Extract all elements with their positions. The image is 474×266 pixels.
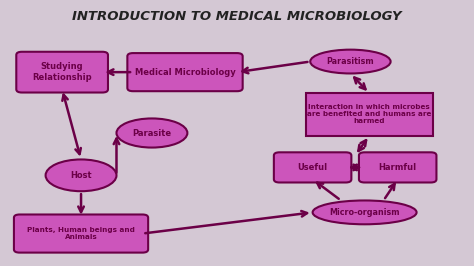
Text: Harmful: Harmful bbox=[379, 163, 417, 172]
FancyBboxPatch shape bbox=[128, 53, 243, 91]
Text: Micro-organism: Micro-organism bbox=[329, 208, 400, 217]
FancyBboxPatch shape bbox=[16, 52, 108, 93]
Text: Parasite: Parasite bbox=[132, 128, 172, 138]
Ellipse shape bbox=[46, 159, 117, 191]
Ellipse shape bbox=[117, 118, 187, 148]
FancyBboxPatch shape bbox=[359, 152, 437, 182]
Bar bbox=[306, 93, 433, 136]
Ellipse shape bbox=[313, 201, 417, 224]
Text: Interaction in which microbes
are benefited and humans are
harmed: Interaction in which microbes are benefi… bbox=[307, 105, 431, 124]
FancyBboxPatch shape bbox=[274, 152, 351, 182]
Text: Plants, Human beings and
Animals: Plants, Human beings and Animals bbox=[27, 227, 135, 240]
Text: Host: Host bbox=[70, 171, 92, 180]
Text: INTRODUCTION TO MEDICAL MICROBIOLOGY: INTRODUCTION TO MEDICAL MICROBIOLOGY bbox=[72, 10, 402, 23]
Text: Studying
Relationship: Studying Relationship bbox=[32, 63, 92, 82]
Text: Medical Microbiology: Medical Microbiology bbox=[135, 68, 236, 77]
FancyBboxPatch shape bbox=[14, 214, 148, 253]
Text: Parasitism: Parasitism bbox=[327, 57, 374, 66]
Ellipse shape bbox=[310, 50, 391, 73]
Text: Useful: Useful bbox=[298, 163, 328, 172]
